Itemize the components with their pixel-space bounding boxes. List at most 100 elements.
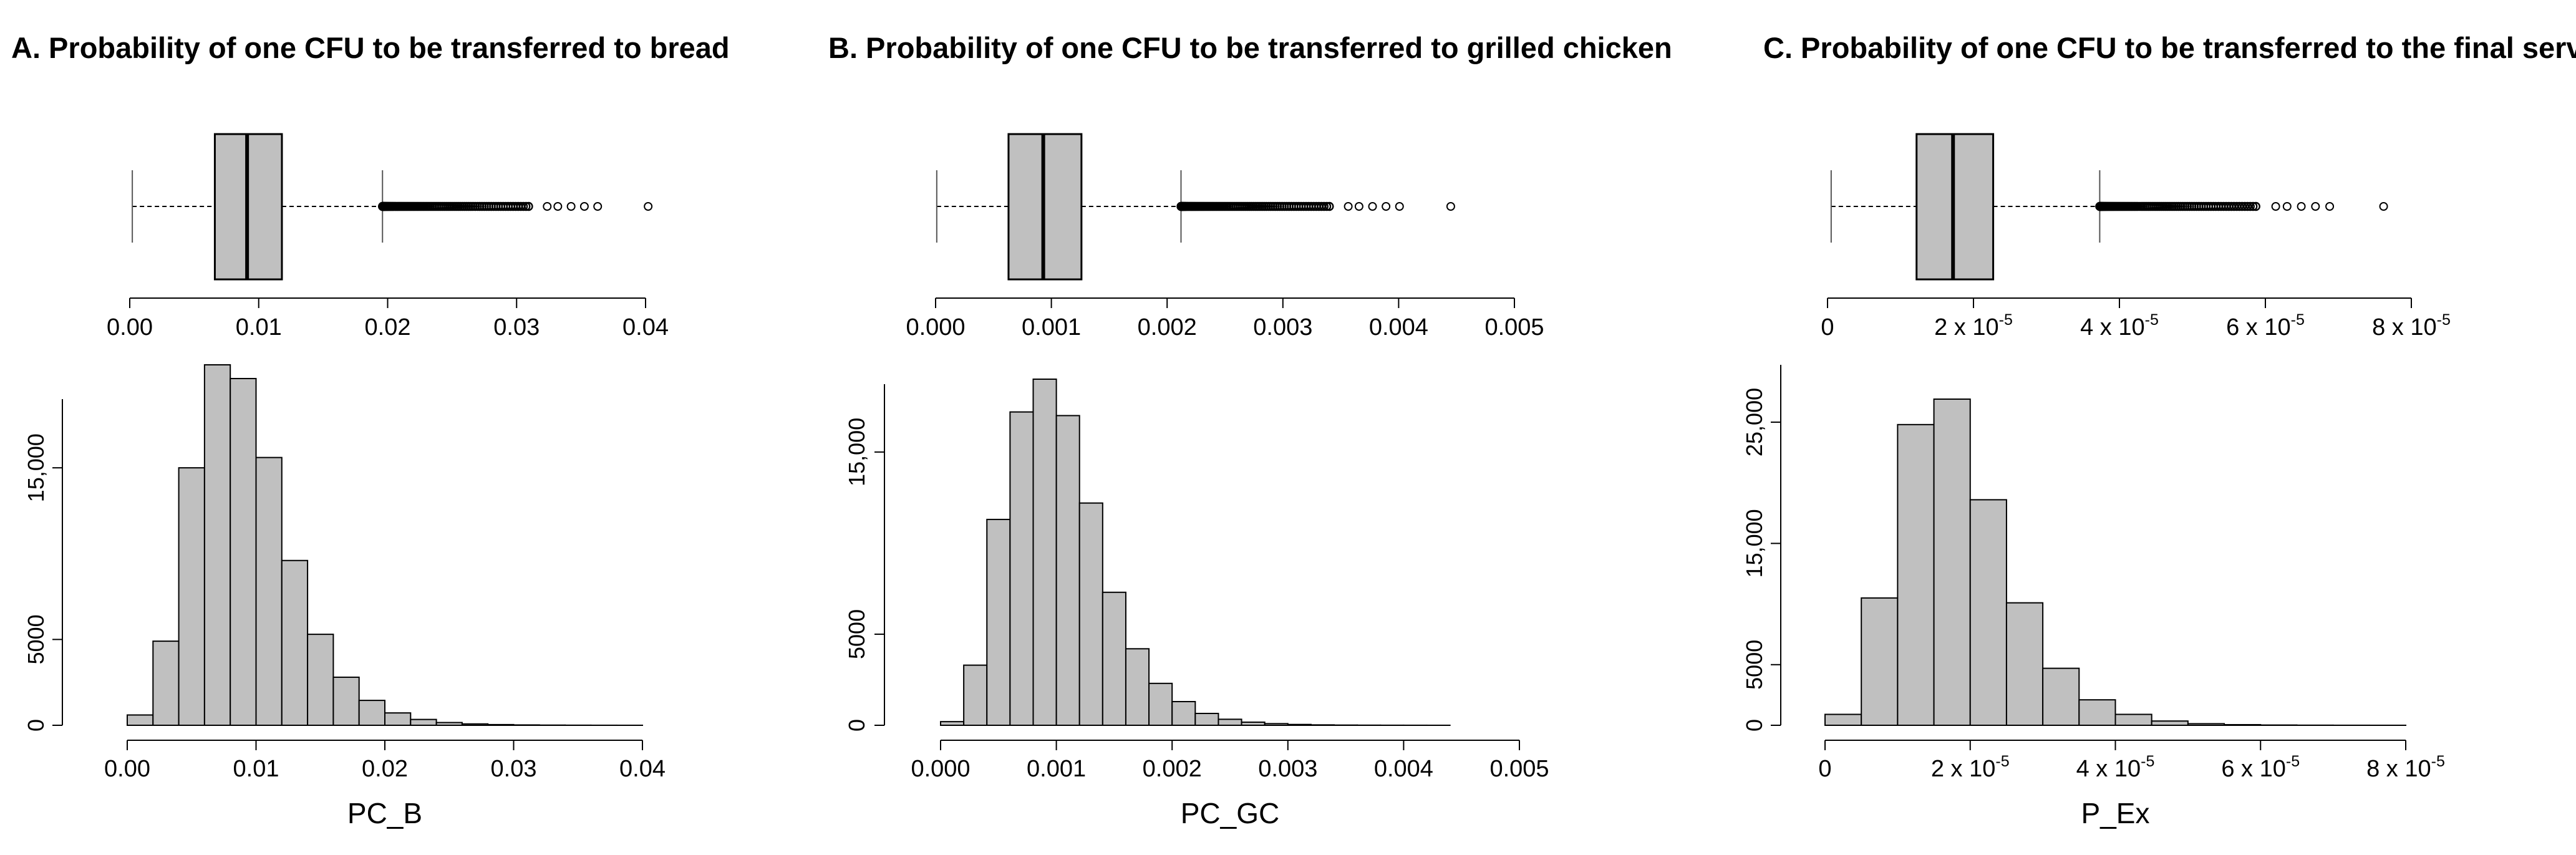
histogram-bar	[1078, 502, 1103, 726]
histogram-bar	[1824, 713, 1862, 726]
outlier-point	[521, 201, 531, 211]
histogram-x-tick-label: 0.002	[1143, 756, 1202, 782]
histogram-bar	[152, 640, 180, 726]
histogram-bar	[1125, 648, 1150, 727]
boxplot-x-tick-label: 0.01	[236, 314, 282, 341]
boxplot-x-tick-label: 0.02	[365, 314, 411, 341]
histogram-bar	[1055, 415, 1080, 727]
histogram-bar	[127, 714, 154, 727]
tick-mantissa: 8 x 10	[2372, 314, 2437, 341]
histogram-y-tick-label: 0	[844, 719, 869, 732]
panel-title: C. Probability of one CFU to be transfer…	[1763, 31, 2576, 64]
outlier-point	[579, 202, 589, 211]
histogram-x-tick-label: 0.003	[1258, 756, 1317, 782]
boxplot-x-tick-label: 2 x 10-5	[1934, 311, 2013, 341]
histogram-x-tick-label: 0.02	[362, 756, 408, 782]
histogram-y-tick-label: 25,000	[1741, 388, 1767, 456]
outlier-point	[2325, 202, 2335, 211]
histogram-x-tick-label: 0.00	[104, 756, 150, 782]
tick-exponent: -5	[2291, 311, 2305, 329]
tick-mantissa: 6 x 10	[2226, 314, 2291, 341]
histogram-bar	[307, 634, 334, 726]
outlier-point	[2251, 201, 2260, 211]
histogram-bar	[1933, 399, 1971, 726]
histogram-x-tick-label: 0.001	[1027, 756, 1086, 782]
boxplot-x-tick-label: 4 x 10-5	[2080, 311, 2159, 341]
tick-mantissa: 2 x 10	[1931, 756, 1996, 782]
outlier-point	[2240, 201, 2250, 211]
panel-c: C. Probability of one CFU to be transfer…	[1741, 31, 2576, 829]
histogram-x-tick-label: 6 x 10-5	[2221, 753, 2300, 782]
histogram-bar	[2151, 720, 2189, 727]
histogram-y-tick-label: 15,000	[844, 418, 869, 486]
histogram-y-tick-label: 0	[1741, 719, 1767, 732]
boxplot-x-tick-label: 0.001	[1022, 314, 1081, 341]
outlier-point	[1368, 202, 1377, 211]
histogram-bar	[1148, 682, 1173, 727]
histogram-bar	[332, 676, 360, 727]
histogram-x-tick-label: 0.000	[911, 756, 970, 782]
histogram-bar	[230, 378, 257, 726]
panel-a: A. Probability of one CFU to be transfer…	[11, 31, 730, 829]
histogram-y-tick-label: 0	[23, 719, 49, 732]
boxplot-x-tick-label: 0.003	[1253, 314, 1312, 341]
histogram-x-tick-label: 4 x 10-5	[2076, 753, 2155, 782]
histogram-bar	[2005, 602, 2044, 726]
boxplot-x-tick-label: 0.002	[1138, 314, 1197, 341]
histogram-bar	[1861, 597, 1899, 727]
outlier-point	[593, 202, 603, 211]
histogram-x-tick-label: 0	[1818, 756, 1831, 782]
tick-mantissa: 0	[1818, 756, 1831, 782]
tick-exponent: -5	[2145, 311, 2159, 329]
boxplot-x-tick-label: 6 x 10-5	[2226, 311, 2305, 341]
histogram-bar	[940, 721, 965, 726]
tick-mantissa: 2 x 10	[1934, 314, 1999, 341]
outlier-point	[2249, 201, 2258, 211]
histogram-bar	[1969, 499, 2007, 727]
histogram-bar	[963, 664, 988, 726]
boxplot-x-tick-label: 0.04	[622, 314, 669, 341]
histogram-x-tick-label: 0.03	[491, 756, 537, 782]
histogram-bar	[1032, 379, 1057, 726]
histogram-bar	[1102, 591, 1126, 727]
tick-mantissa: 0	[1821, 314, 1834, 341]
histogram-x-tick-label: 2 x 10-5	[1931, 753, 2010, 782]
tick-exponent: -5	[1999, 311, 2013, 329]
histogram-bar	[255, 456, 283, 727]
outlier-point	[1354, 202, 1363, 211]
x-axis-label: P_Ex	[2081, 797, 2150, 829]
histogram-y-tick-label: 5000	[844, 609, 869, 659]
tick-exponent: -5	[2431, 753, 2445, 770]
histogram-bar	[203, 364, 231, 726]
outlier-point	[644, 202, 653, 211]
outlier-point	[524, 201, 533, 211]
histogram-x-tick-label: 0.005	[1489, 756, 1549, 782]
histogram-bar	[178, 467, 205, 727]
histogram-x-tick-label: 0.01	[233, 756, 279, 782]
histogram-bar	[1171, 701, 1196, 727]
outlier-point	[1325, 201, 1334, 211]
histogram-bar	[1218, 718, 1242, 726]
histogram-bar	[384, 712, 412, 727]
outlier-point	[2243, 201, 2252, 211]
outlier-point	[1446, 202, 1455, 211]
outlier-point	[1382, 202, 1391, 211]
histogram-bar	[1264, 723, 1289, 727]
histogram-bar	[2114, 713, 2152, 726]
histogram-bar	[2042, 667, 2080, 727]
boxplot-x-tick-label: 0.005	[1484, 314, 1544, 341]
histogram-x-tick-label: 8 x 10-5	[2366, 753, 2445, 782]
outlier-point	[1322, 201, 1332, 211]
tick-exponent: -5	[2437, 311, 2451, 329]
outlier-point	[553, 202, 563, 211]
panel-title: A. Probability of one CFU to be transfer…	[11, 31, 730, 64]
histogram-bar	[2078, 699, 2116, 727]
outlier-point	[543, 202, 552, 211]
panel-title: B. Probability of one CFU to be transfer…	[828, 31, 1672, 64]
outlier-point	[518, 201, 528, 211]
histogram-y-tick-label: 5000	[23, 614, 49, 664]
x-axis-label: PC_B	[347, 797, 422, 829]
histogram-bar	[358, 700, 386, 726]
outlier-point	[2271, 202, 2280, 211]
